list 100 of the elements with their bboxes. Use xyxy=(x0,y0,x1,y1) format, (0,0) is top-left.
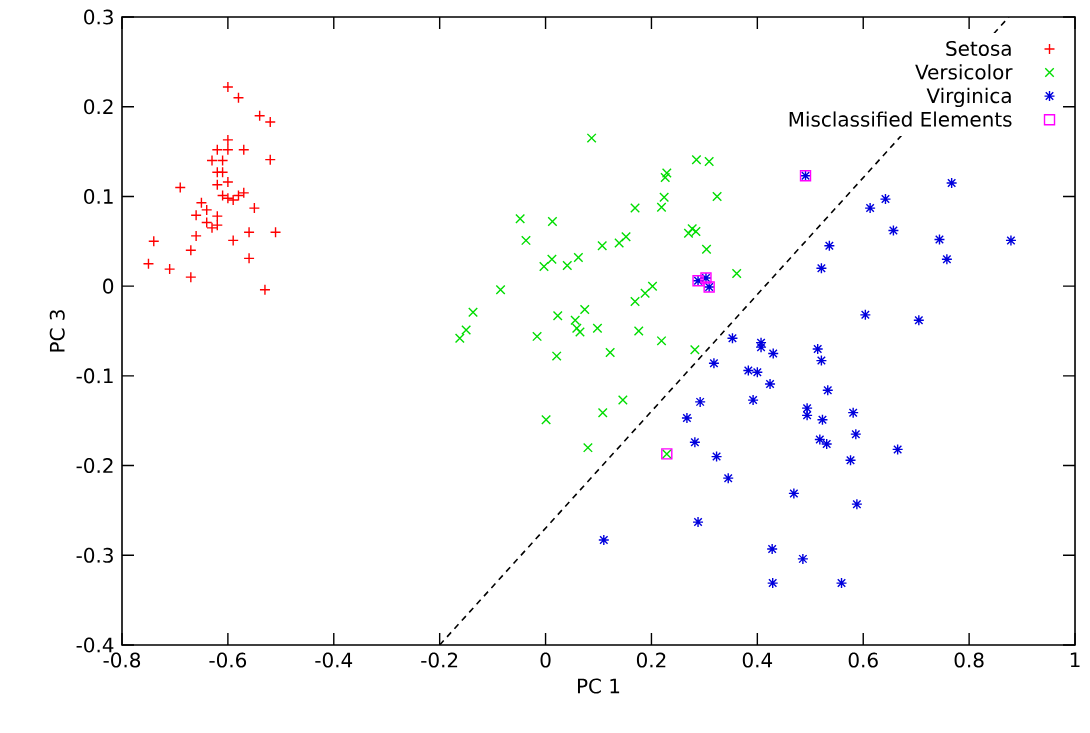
point xyxy=(850,428,862,440)
point xyxy=(708,357,720,369)
x-tick-label: -0.4 xyxy=(315,652,353,668)
point xyxy=(823,240,836,252)
point xyxy=(190,209,202,221)
point xyxy=(586,133,597,144)
point xyxy=(887,224,900,237)
point xyxy=(605,347,616,358)
point xyxy=(582,442,593,453)
point xyxy=(238,144,250,156)
x-tick-label: 0.2 xyxy=(636,652,666,668)
point xyxy=(142,258,155,270)
point xyxy=(859,309,872,321)
point xyxy=(579,304,590,315)
point xyxy=(468,307,478,318)
y-tick-label: -0.1 xyxy=(76,368,113,384)
point xyxy=(815,354,828,367)
point xyxy=(598,534,610,546)
legend-label: Setosa xyxy=(946,40,1011,56)
point xyxy=(454,333,465,344)
point xyxy=(767,347,779,360)
point xyxy=(222,134,234,146)
point xyxy=(461,325,472,336)
point xyxy=(726,332,739,344)
point xyxy=(692,516,704,528)
point xyxy=(211,179,223,191)
point xyxy=(913,314,925,326)
point xyxy=(816,414,829,426)
point xyxy=(551,351,562,362)
point xyxy=(148,235,160,247)
point xyxy=(532,331,543,342)
y-tick-label: 0.3 xyxy=(84,9,113,25)
x-tick-label: 0.8 xyxy=(954,652,984,668)
point xyxy=(801,409,813,422)
y-axis-title: PC 3 xyxy=(49,310,65,352)
point xyxy=(614,238,625,249)
point xyxy=(630,203,640,214)
point xyxy=(844,454,857,466)
point xyxy=(847,406,859,419)
point xyxy=(891,443,904,456)
point xyxy=(801,402,813,414)
point xyxy=(701,244,712,255)
point xyxy=(570,315,581,326)
legend-label: Misclassified Elements xyxy=(789,111,1012,127)
point xyxy=(941,253,953,265)
point xyxy=(764,378,776,390)
point xyxy=(541,414,552,425)
point xyxy=(617,395,628,406)
y-tick-label: -0.3 xyxy=(76,547,113,563)
point xyxy=(259,284,271,296)
point xyxy=(552,310,563,321)
point xyxy=(206,154,218,167)
point xyxy=(232,92,245,104)
y-tick-label: 0.1 xyxy=(84,188,113,204)
point xyxy=(660,172,671,183)
point xyxy=(185,271,197,283)
y-tick-label: 0 xyxy=(103,278,114,294)
point xyxy=(712,191,723,202)
point xyxy=(597,240,608,251)
point xyxy=(788,487,800,500)
point xyxy=(264,153,276,166)
point xyxy=(211,219,223,231)
point xyxy=(211,144,223,156)
x-tick-label: 1 xyxy=(1070,652,1080,668)
x-tick-label: -0.8 xyxy=(103,652,141,668)
point xyxy=(812,343,824,355)
point xyxy=(704,156,715,167)
point xyxy=(546,254,557,265)
point xyxy=(710,450,723,463)
point xyxy=(253,109,266,122)
x-tick-label: 0.4 xyxy=(742,652,773,668)
point xyxy=(222,81,234,93)
point xyxy=(264,116,276,128)
point xyxy=(163,263,176,275)
point xyxy=(232,189,245,202)
point xyxy=(243,226,255,239)
x-tick-label: -0.2 xyxy=(421,652,458,668)
point xyxy=(571,323,582,334)
x-tick-label: -0.6 xyxy=(209,652,247,668)
point xyxy=(539,261,549,272)
point xyxy=(222,176,234,188)
x-tick-label: 0.6 xyxy=(848,652,878,668)
y-tick-label: 0.2 xyxy=(84,99,113,115)
point xyxy=(694,396,706,408)
point xyxy=(656,335,667,346)
point xyxy=(681,412,693,424)
point xyxy=(630,296,640,307)
point xyxy=(640,288,651,299)
point xyxy=(216,154,229,167)
point xyxy=(851,498,863,510)
point xyxy=(766,543,778,555)
point xyxy=(722,472,734,484)
x-tick-label: 0 xyxy=(540,652,551,668)
point xyxy=(656,202,667,213)
point xyxy=(647,281,658,292)
point xyxy=(575,326,585,337)
point xyxy=(691,154,702,165)
x-axis-title: PC 1 xyxy=(577,678,620,694)
point xyxy=(945,177,958,189)
point xyxy=(547,216,558,227)
